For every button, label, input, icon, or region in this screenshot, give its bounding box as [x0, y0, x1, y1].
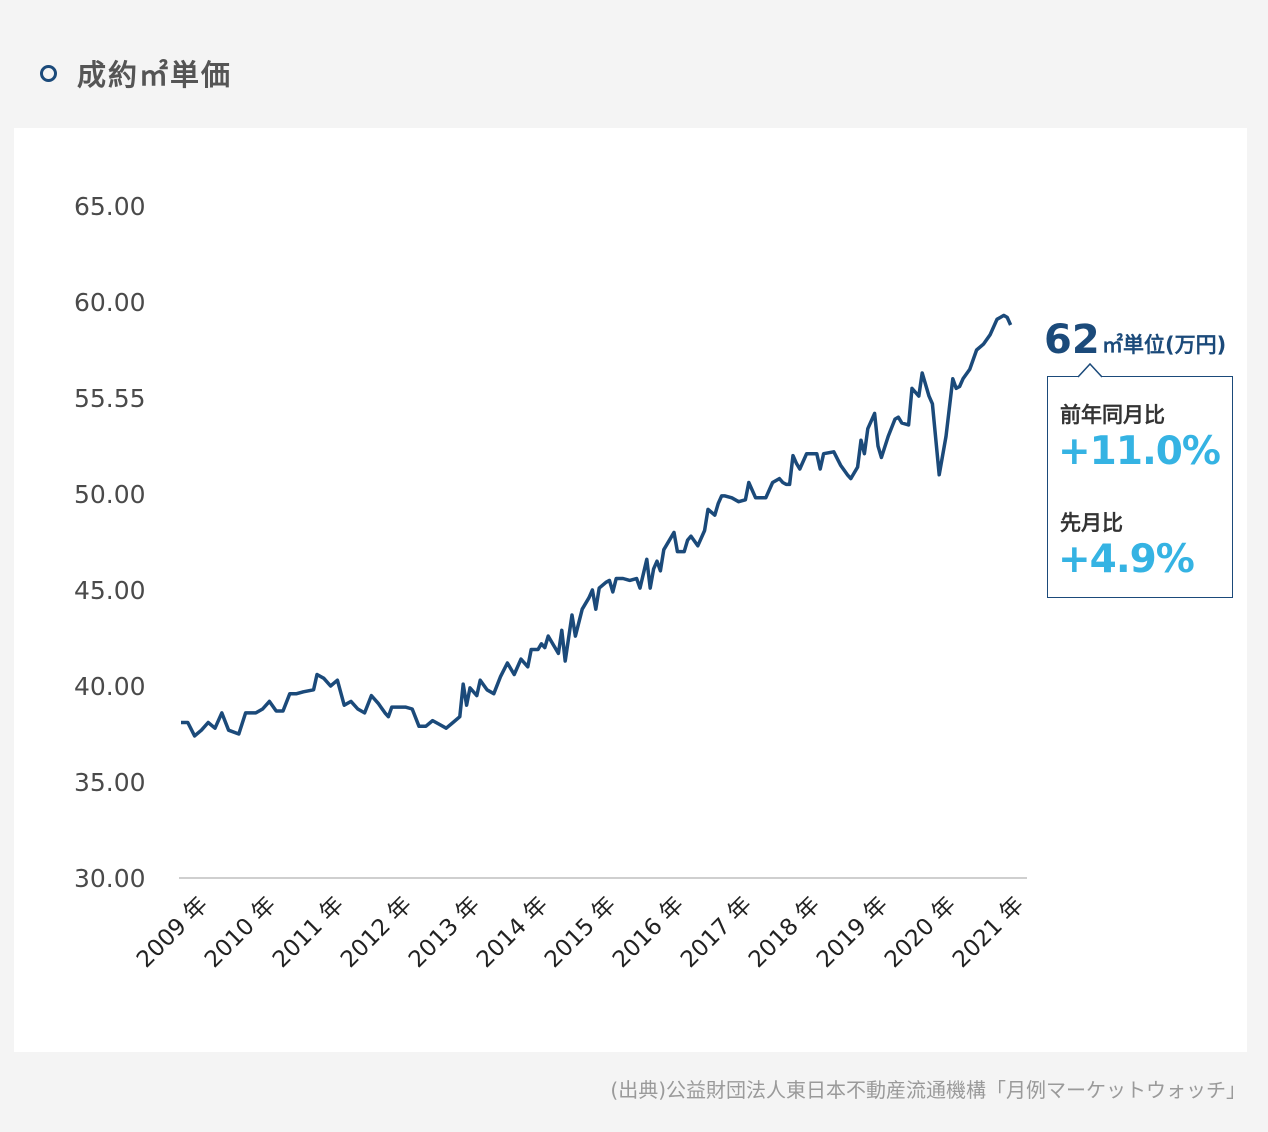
- mom-value: +4.9%: [1058, 537, 1195, 582]
- y-tick-label: 40.00: [74, 672, 146, 701]
- x-tick-label: 2017 年: [676, 892, 757, 973]
- x-tick-label: 2013 年: [404, 892, 485, 973]
- x-tick-label: 2010 年: [200, 892, 281, 973]
- source-note: (出典)公益財団法人東日本不動産流通機構「月例マーケットウォッチ」: [610, 1078, 1246, 1102]
- series-line: [181, 313, 1013, 738]
- y-tick-label: 60.00: [74, 288, 146, 317]
- y-tick-label: 45.00: [74, 576, 146, 605]
- yoy-label: 前年同月比: [1060, 403, 1165, 427]
- x-tick-label: 2012 年: [336, 892, 417, 973]
- latest-value: 62: [1044, 317, 1100, 363]
- y-tick-label: 55.55: [74, 384, 146, 413]
- yoy-value: +11.0%: [1058, 429, 1221, 474]
- x-tick-label: 2009 年: [132, 892, 213, 973]
- x-tick-label: 2018 年: [744, 892, 825, 973]
- callout-pointer-icon: [1077, 362, 1103, 378]
- x-tick-label: 2011 年: [268, 892, 349, 973]
- latest-value-unit: ㎡単位(万円): [1102, 333, 1226, 357]
- y-tick-label: 30.00: [74, 864, 146, 893]
- chart-header: 成約㎡単価: [40, 52, 232, 94]
- x-tick-label: 2020 年: [880, 892, 961, 973]
- circle-bullet-icon: [40, 64, 57, 82]
- x-tick-label: 2014 年: [472, 892, 553, 973]
- x-tick-label: 2016 年: [608, 892, 689, 973]
- chart-panel: 65.00 60.00 55.55 50.00 45.00 40.00 35.00 30.00…: [14, 128, 1247, 1052]
- x-tick-label: 2019 年: [812, 892, 893, 973]
- line-chart: 65.00 60.00 55.55 50.00 45.00 40.00 35.00 30.00…: [74, 192, 1226, 973]
- x-tick-label: 2015 年: [540, 892, 621, 973]
- y-axis: 65.00 60.00 55.55 50.00 45.00 40.00 35.00 30.00: [74, 192, 146, 893]
- y-tick-label: 50.00: [74, 480, 146, 509]
- chart-title: 成約㎡単価: [77, 58, 233, 92]
- mom-label: 先月比: [1060, 511, 1123, 535]
- x-tick-label: 2021 年: [948, 892, 1029, 973]
- change-callout: 前年同月比 +11.0% 先月比 +4.9%: [1047, 362, 1233, 598]
- y-tick-label: 35.00: [74, 768, 146, 797]
- y-tick-label: 65.00: [74, 192, 146, 221]
